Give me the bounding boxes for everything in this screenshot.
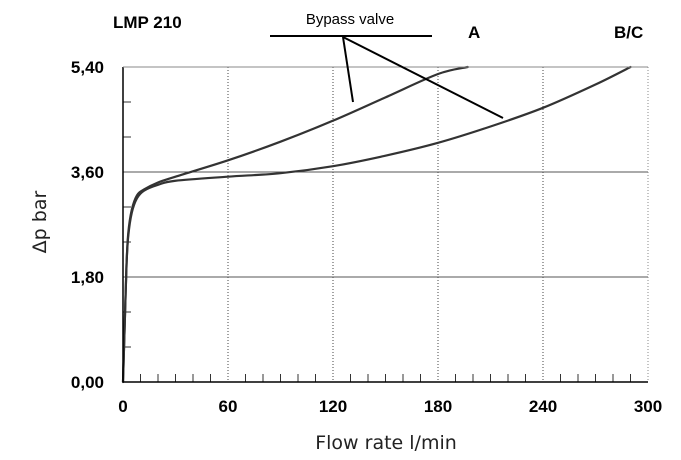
x-tick-label: 240 — [529, 397, 557, 416]
grid — [123, 66, 649, 382]
x-tick-label: 120 — [319, 397, 347, 416]
curve-label-bc: B/C — [614, 23, 643, 42]
bypass-valve-label: Bypass valve — [306, 11, 394, 28]
series-line-b-c — [121, 65, 632, 384]
axes — [122, 66, 649, 383]
bypass-pointer-bc — [342, 36, 504, 119]
tick-labels: 0 60 120 180 240 300 0,00 1,80 3,60 5,40 — [71, 58, 662, 416]
series-layer — [121, 65, 632, 384]
chart-title: LMP 210 — [113, 13, 182, 32]
minor-ticks — [123, 101, 631, 382]
y-tick-label: 0,00 — [71, 373, 104, 392]
series-line-a — [121, 65, 469, 384]
x-tick-label: 180 — [424, 397, 452, 416]
y-axis-title: Δp bar — [29, 191, 51, 254]
y-tick-label: 1,80 — [71, 268, 104, 287]
curve-label-a: A — [468, 23, 480, 42]
bypass-pointer-a — [342, 36, 354, 103]
y-tick-label: 5,40 — [71, 58, 104, 77]
x-tick-label: 0 — [118, 397, 127, 416]
x-tick-label: 300 — [634, 397, 662, 416]
y-tick-label: 3,60 — [71, 163, 104, 182]
x-tick-label: 60 — [219, 397, 238, 416]
x-axis-title: Flow rate l/min — [315, 432, 457, 454]
